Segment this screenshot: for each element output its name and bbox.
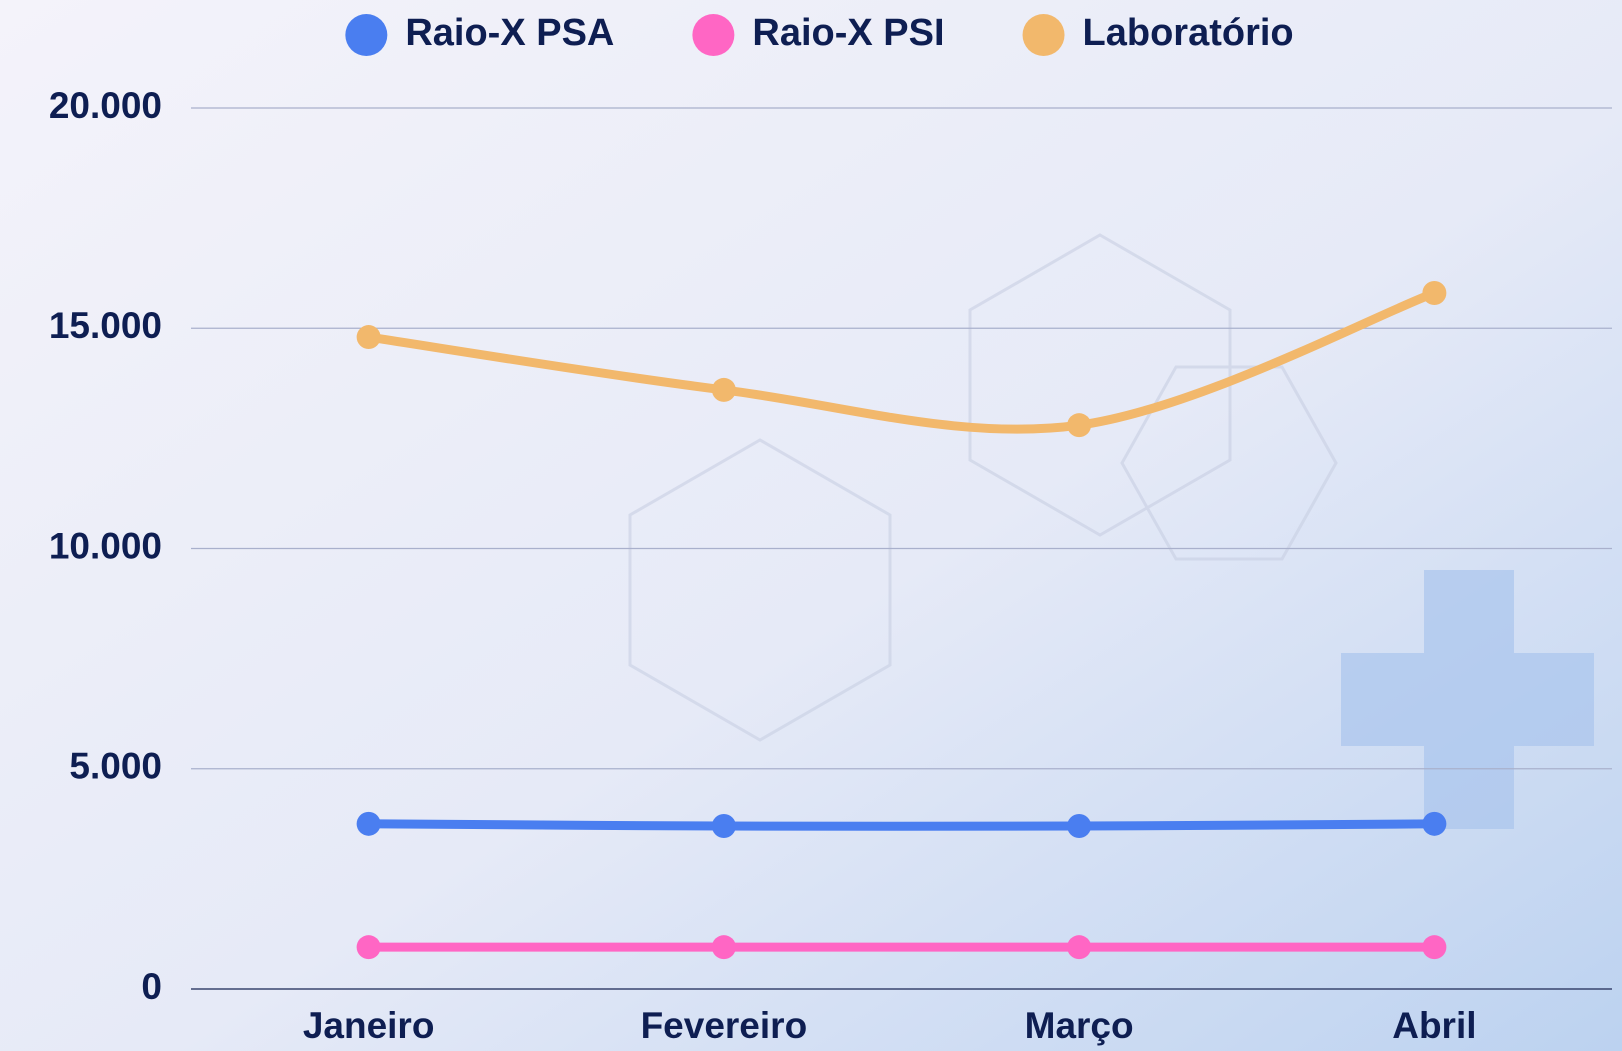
point [712,814,736,838]
chart: Raio-X PSA Raio-X PSI Laboratório 0 5.000 10… [0,0,1622,1051]
legend-label: Laboratório [1083,12,1294,54]
point [712,935,736,959]
y-tick-label: 5.000 [69,746,162,787]
point [1067,814,1091,838]
legend-label: Raio-X PSA [405,12,614,54]
legend-marker [692,14,734,56]
point [357,812,381,836]
x-tick-label: Janeiro [303,1005,435,1046]
x-tick-label: Abril [1392,1005,1476,1046]
legend-label: Raio-X PSI [752,12,944,54]
legend-marker [1023,14,1065,56]
point [1422,935,1446,959]
background [0,0,1622,1051]
y-tick-label: 0 [141,966,162,1007]
point [1067,413,1091,437]
line [369,824,1435,826]
legend: Raio-X PSA Raio-X PSI Laboratório [345,12,1293,56]
point [1067,935,1091,959]
y-tick-label: 20.000 [49,85,162,126]
y-tick-label: 10.000 [49,525,162,566]
legend-marker [345,14,387,56]
point [1422,281,1446,305]
y-tick-label: 15.000 [49,305,162,346]
point [357,935,381,959]
x-tick-label: Fevereiro [641,1005,808,1046]
point [712,378,736,402]
point [357,325,381,349]
point [1422,812,1446,836]
x-tick-label: Março [1025,1005,1134,1046]
